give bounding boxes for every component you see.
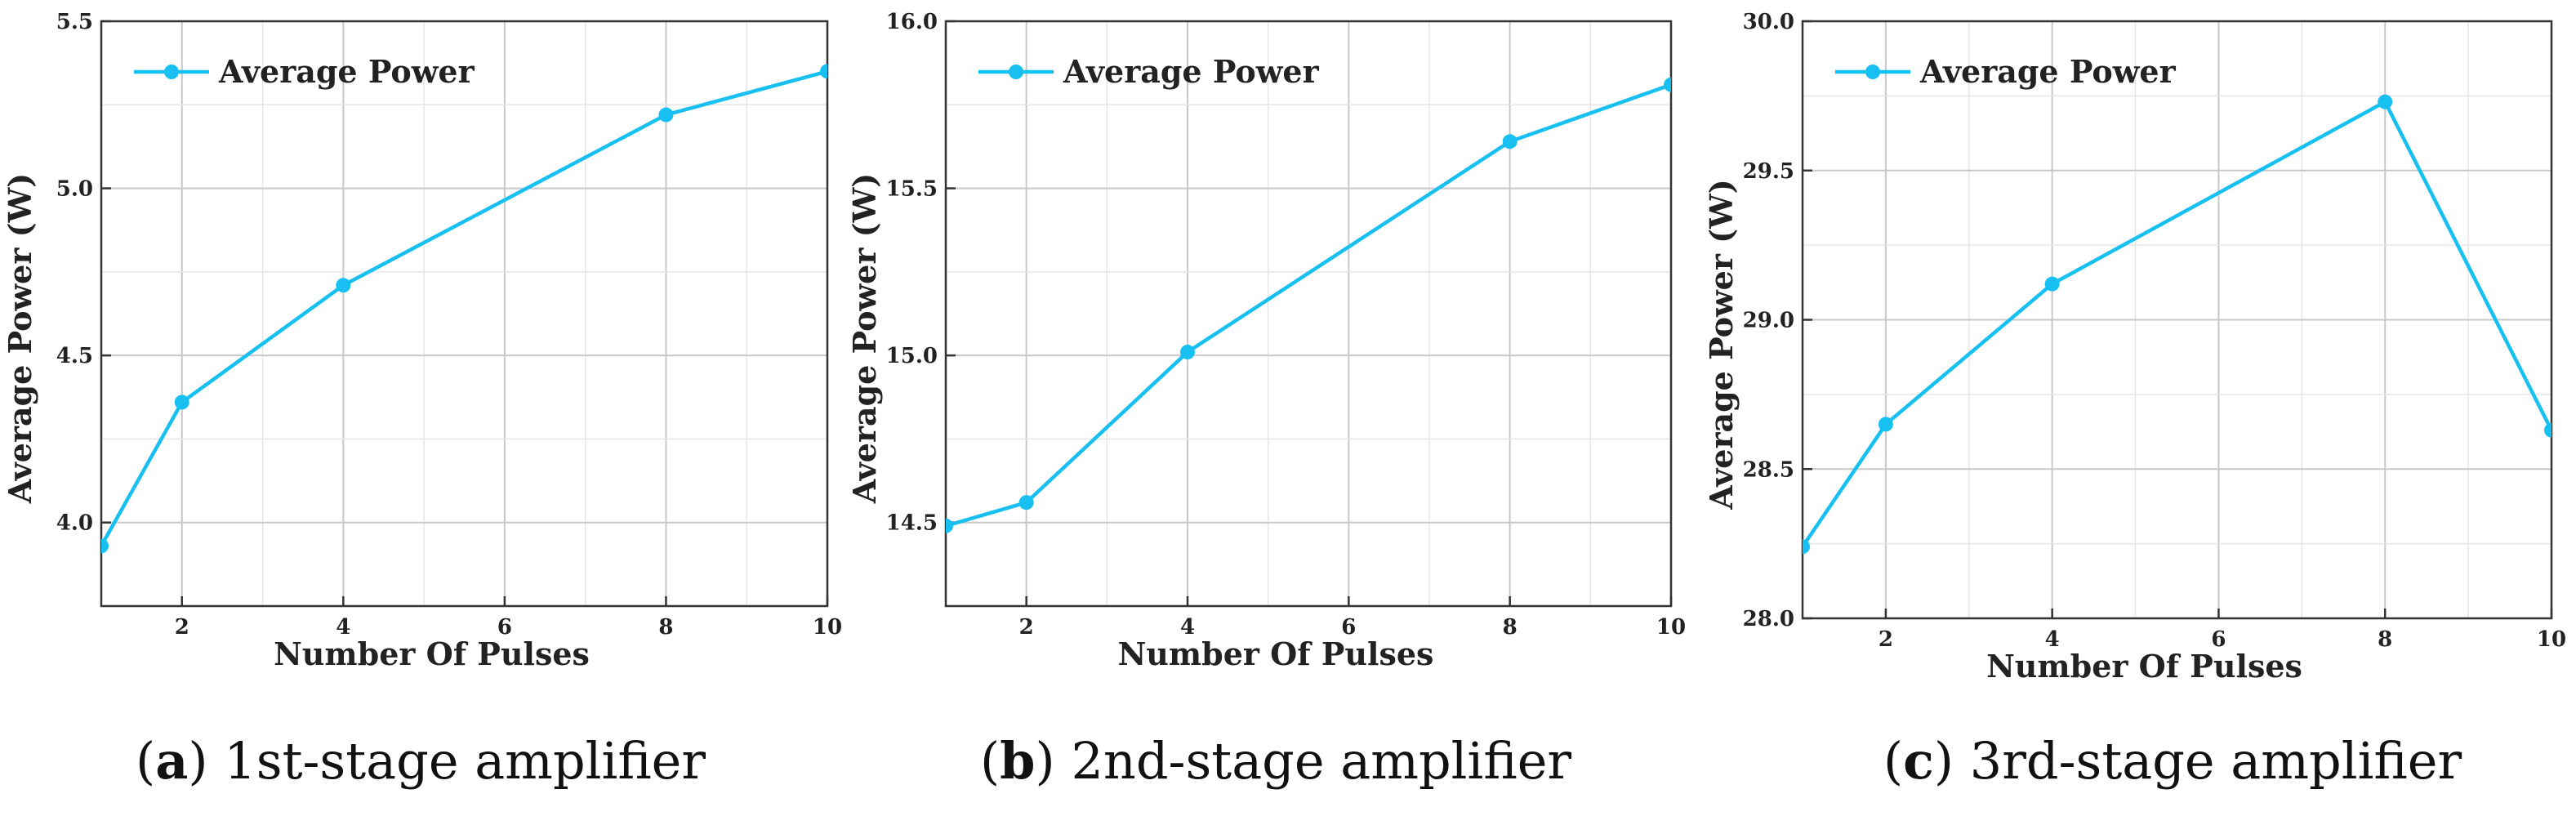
x-tick-label: 4 [1180, 615, 1195, 640]
x-axis-title: Number Of Pulses [1986, 648, 2302, 684]
x-tick-label: 2 [175, 615, 189, 640]
y-tick-label: 28.5 [1743, 457, 1794, 482]
caption-letter: c [1903, 731, 1934, 791]
panel-caption: (c) 3rd-stage amplifier [1883, 731, 2462, 791]
y-tick-label: 29.0 [1743, 309, 1794, 333]
y-axis-title: Average Power (W) [2, 173, 38, 505]
legend-label: Average Power [1063, 53, 1320, 90]
y-tick-label: 5.0 [56, 177, 93, 202]
panel-caption: (b) 2nd-stage amplifier [979, 731, 1572, 791]
x-tick-label: 6 [497, 615, 512, 640]
x-tick-label: 2 [1879, 627, 1893, 652]
y-tick-label: 29.5 [1743, 159, 1794, 184]
data-point [336, 278, 351, 293]
x-tick-label: 8 [658, 615, 673, 640]
data-point [658, 107, 674, 123]
y-tick-label: 5.5 [56, 10, 93, 34]
legend-marker [1009, 65, 1023, 79]
plot-frame [944, 20, 1673, 608]
legend-label: Average Power [1919, 53, 2177, 90]
caption-text: 3rd-stage amplifier [1954, 731, 2462, 791]
grid [1803, 21, 2551, 618]
data-point [2378, 94, 2393, 109]
series-1 [946, 77, 1671, 533]
legend-marker [164, 65, 179, 79]
x-tick-label: 4 [2045, 627, 2060, 652]
x-tick-label: 10 [2537, 627, 2566, 652]
grid [946, 21, 1671, 606]
panel-caption: (a) 1st-stage amplifier [136, 731, 706, 791]
data-point [1664, 77, 1671, 92]
data-point [1878, 417, 1893, 432]
y-tick-label: 15.0 [886, 344, 938, 368]
y-tick-label: 28.0 [1743, 607, 1794, 631]
y-tick-label: 4.0 [56, 511, 93, 536]
data-point [174, 395, 189, 410]
caption-letter: b [1000, 731, 1036, 791]
chart-panel-3: 2 4 6 8 10 28.0 28.5 29.0 29.5 30.0 Number Of Puls… [1703, 10, 2566, 684]
x-tick-label: 8 [1503, 615, 1518, 640]
series-1 [101, 64, 827, 554]
y-tick-label: 16.0 [886, 10, 938, 34]
x-tick-label: 10 [813, 615, 842, 640]
caption-text: 1st-stage amplifier [207, 731, 706, 791]
data-point [1502, 134, 1518, 149]
x-tick-label: 6 [1341, 615, 1356, 640]
y-tick-label: 30.0 [1743, 10, 1794, 34]
data-point [1180, 345, 1195, 360]
legend-label: Average Power [218, 53, 475, 90]
legend: Average Power [978, 53, 1320, 90]
data-point [1803, 539, 1810, 555]
y-tick-label: 14.5 [886, 511, 938, 536]
legend: Average Power [1835, 53, 2177, 90]
x-tick-label: 4 [336, 615, 350, 640]
series-line [1803, 100, 2551, 548]
data-point [946, 518, 953, 533]
caption-letter: a [155, 731, 189, 791]
data-point [101, 538, 109, 554]
legend: Average Power [134, 53, 475, 90]
x-tick-label: 2 [1019, 615, 1034, 640]
x-axis-title: Number Of Pulses [274, 635, 590, 672]
y-axis-title: Average Power (W) [1703, 179, 1740, 511]
data-point [2044, 276, 2060, 292]
caption-text: 2nd-stage amplifier [1054, 731, 1572, 791]
series-1 [1803, 94, 2551, 555]
y-tick-label: 15.5 [886, 177, 938, 202]
series-line [101, 69, 827, 547]
x-tick-label: 8 [2378, 627, 2392, 652]
y-tick-label: 4.5 [56, 344, 93, 368]
data-point [1018, 495, 1034, 511]
data-point [2544, 422, 2551, 438]
series-line [946, 82, 1671, 528]
plot-frame [100, 20, 829, 608]
x-axis-title: Number Of Pulses [1118, 635, 1434, 672]
chart-panel-1: 2 4 6 8 10 4.0 4.5 5.0 5.5 Number Of Pulses Averag… [2, 10, 842, 672]
grid [101, 21, 827, 606]
x-tick-label: 6 [2211, 627, 2226, 652]
legend-marker [1865, 65, 1880, 79]
y-axis-title: Average Power (W) [846, 173, 883, 505]
x-tick-label: 10 [1656, 615, 1686, 640]
data-point [820, 64, 827, 79]
chart-panel-2: 2 4 6 8 10 14.5 15.0 15.5 16.0 Number Of Pulses Av… [846, 10, 1686, 672]
